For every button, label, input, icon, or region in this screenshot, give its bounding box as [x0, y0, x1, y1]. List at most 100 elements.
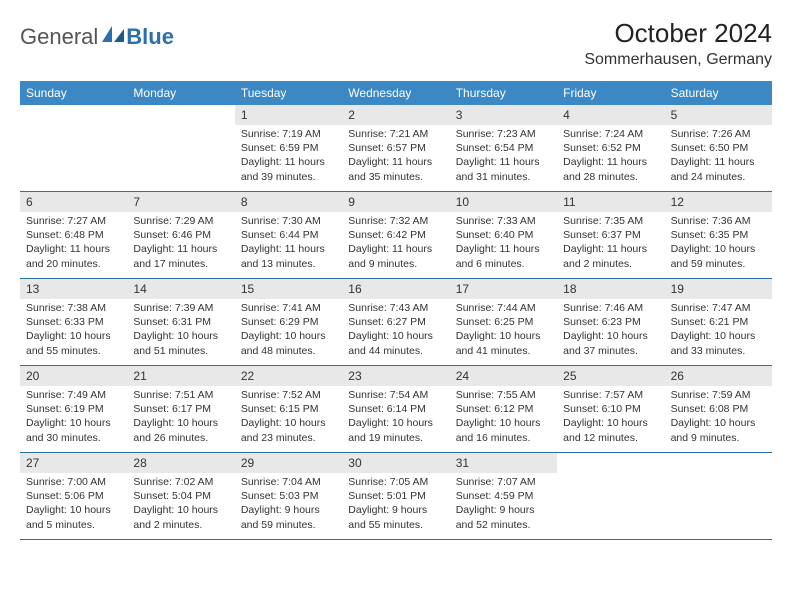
- week-row: 20Sunrise: 7:49 AMSunset: 6:19 PMDayligh…: [20, 366, 772, 453]
- week-row: 1Sunrise: 7:19 AMSunset: 6:59 PMDaylight…: [20, 105, 772, 192]
- title-block: October 2024 Sommerhausen, Germany: [584, 18, 772, 69]
- day-details: Sunrise: 7:35 AMSunset: 6:37 PMDaylight:…: [557, 212, 664, 275]
- day-cell: 12Sunrise: 7:36 AMSunset: 6:35 PMDayligh…: [665, 192, 772, 278]
- day-details: Sunrise: 7:46 AMSunset: 6:23 PMDaylight:…: [557, 299, 664, 362]
- day-cell: 2Sunrise: 7:21 AMSunset: 6:57 PMDaylight…: [342, 105, 449, 191]
- day-details: Sunrise: 7:44 AMSunset: 6:25 PMDaylight:…: [450, 299, 557, 362]
- month-title: October 2024: [584, 18, 772, 49]
- calendar: Sunday Monday Tuesday Wednesday Thursday…: [20, 81, 772, 540]
- day-cell: 9Sunrise: 7:32 AMSunset: 6:42 PMDaylight…: [342, 192, 449, 278]
- day-cell: 15Sunrise: 7:41 AMSunset: 6:29 PMDayligh…: [235, 279, 342, 365]
- day-cell: 7Sunrise: 7:29 AMSunset: 6:46 PMDaylight…: [127, 192, 234, 278]
- day-cell: 13Sunrise: 7:38 AMSunset: 6:33 PMDayligh…: [20, 279, 127, 365]
- day-details: Sunrise: 7:27 AMSunset: 6:48 PMDaylight:…: [20, 212, 127, 275]
- day-details: Sunrise: 7:52 AMSunset: 6:15 PMDaylight:…: [235, 386, 342, 449]
- day-cell: 22Sunrise: 7:52 AMSunset: 6:15 PMDayligh…: [235, 366, 342, 452]
- day-number: 19: [665, 279, 772, 299]
- day-number: 7: [127, 192, 234, 212]
- day-number: 25: [557, 366, 664, 386]
- day-cell: 30Sunrise: 7:05 AMSunset: 5:01 PMDayligh…: [342, 453, 449, 539]
- day-details: Sunrise: 7:24 AMSunset: 6:52 PMDaylight:…: [557, 125, 664, 188]
- week-row: 13Sunrise: 7:38 AMSunset: 6:33 PMDayligh…: [20, 279, 772, 366]
- weeks-container: 1Sunrise: 7:19 AMSunset: 6:59 PMDaylight…: [20, 105, 772, 540]
- day-number: 17: [450, 279, 557, 299]
- day-details: Sunrise: 7:23 AMSunset: 6:54 PMDaylight:…: [450, 125, 557, 188]
- day-number: 2: [342, 105, 449, 125]
- day-details: Sunrise: 7:36 AMSunset: 6:35 PMDaylight:…: [665, 212, 772, 275]
- day-details: Sunrise: 7:33 AMSunset: 6:40 PMDaylight:…: [450, 212, 557, 275]
- day-cell: 26Sunrise: 7:59 AMSunset: 6:08 PMDayligh…: [665, 366, 772, 452]
- day-cell: 31Sunrise: 7:07 AMSunset: 4:59 PMDayligh…: [450, 453, 557, 539]
- header: General Blue October 2024 Sommerhausen, …: [20, 18, 772, 69]
- day-cell: 6Sunrise: 7:27 AMSunset: 6:48 PMDaylight…: [20, 192, 127, 278]
- day-details: Sunrise: 7:02 AMSunset: 5:04 PMDaylight:…: [127, 473, 234, 536]
- day-number: 15: [235, 279, 342, 299]
- day-details: Sunrise: 7:43 AMSunset: 6:27 PMDaylight:…: [342, 299, 449, 362]
- day-number: 24: [450, 366, 557, 386]
- day-number: 26: [665, 366, 772, 386]
- location-label: Sommerhausen, Germany: [584, 51, 772, 69]
- day-details: Sunrise: 7:41 AMSunset: 6:29 PMDaylight:…: [235, 299, 342, 362]
- day-cell: 5Sunrise: 7:26 AMSunset: 6:50 PMDaylight…: [665, 105, 772, 191]
- day-details: Sunrise: 7:49 AMSunset: 6:19 PMDaylight:…: [20, 386, 127, 449]
- day-details: Sunrise: 7:19 AMSunset: 6:59 PMDaylight:…: [235, 125, 342, 188]
- dow-tuesday: Tuesday: [235, 81, 342, 105]
- dow-monday: Monday: [127, 81, 234, 105]
- dow-sunday: Sunday: [20, 81, 127, 105]
- logo-sail-icon: [102, 26, 124, 49]
- day-number: 6: [20, 192, 127, 212]
- day-number: 21: [127, 366, 234, 386]
- day-details: Sunrise: 7:30 AMSunset: 6:44 PMDaylight:…: [235, 212, 342, 275]
- day-details: Sunrise: 7:55 AMSunset: 6:12 PMDaylight:…: [450, 386, 557, 449]
- day-number: 23: [342, 366, 449, 386]
- day-cell: 8Sunrise: 7:30 AMSunset: 6:44 PMDaylight…: [235, 192, 342, 278]
- day-details: Sunrise: 7:39 AMSunset: 6:31 PMDaylight:…: [127, 299, 234, 362]
- dow-friday: Friday: [557, 81, 664, 105]
- day-cell: 16Sunrise: 7:43 AMSunset: 6:27 PMDayligh…: [342, 279, 449, 365]
- day-number: 29: [235, 453, 342, 473]
- day-number: 4: [557, 105, 664, 125]
- day-details: Sunrise: 7:47 AMSunset: 6:21 PMDaylight:…: [665, 299, 772, 362]
- day-number-empty: [665, 453, 772, 473]
- day-cell: 23Sunrise: 7:54 AMSunset: 6:14 PMDayligh…: [342, 366, 449, 452]
- day-number: 16: [342, 279, 449, 299]
- day-number: 14: [127, 279, 234, 299]
- dow-thursday: Thursday: [450, 81, 557, 105]
- day-number: 20: [20, 366, 127, 386]
- day-cell: 4Sunrise: 7:24 AMSunset: 6:52 PMDaylight…: [557, 105, 664, 191]
- day-cell: 17Sunrise: 7:44 AMSunset: 6:25 PMDayligh…: [450, 279, 557, 365]
- day-cell: 11Sunrise: 7:35 AMSunset: 6:37 PMDayligh…: [557, 192, 664, 278]
- day-details: Sunrise: 7:54 AMSunset: 6:14 PMDaylight:…: [342, 386, 449, 449]
- day-cell: 29Sunrise: 7:04 AMSunset: 5:03 PMDayligh…: [235, 453, 342, 539]
- logo: General Blue: [20, 24, 174, 50]
- day-cell: 25Sunrise: 7:57 AMSunset: 6:10 PMDayligh…: [557, 366, 664, 452]
- day-number-empty: [127, 105, 234, 125]
- day-cell: [557, 453, 664, 539]
- day-number: 12: [665, 192, 772, 212]
- week-row: 27Sunrise: 7:00 AMSunset: 5:06 PMDayligh…: [20, 453, 772, 540]
- day-number: 11: [557, 192, 664, 212]
- day-cell: [665, 453, 772, 539]
- day-cell: 3Sunrise: 7:23 AMSunset: 6:54 PMDaylight…: [450, 105, 557, 191]
- day-cell: 1Sunrise: 7:19 AMSunset: 6:59 PMDaylight…: [235, 105, 342, 191]
- day-cell: 28Sunrise: 7:02 AMSunset: 5:04 PMDayligh…: [127, 453, 234, 539]
- day-details: Sunrise: 7:04 AMSunset: 5:03 PMDaylight:…: [235, 473, 342, 536]
- day-number: 9: [342, 192, 449, 212]
- day-cell: 20Sunrise: 7:49 AMSunset: 6:19 PMDayligh…: [20, 366, 127, 452]
- week-row: 6Sunrise: 7:27 AMSunset: 6:48 PMDaylight…: [20, 192, 772, 279]
- day-number: 13: [20, 279, 127, 299]
- day-details: Sunrise: 7:21 AMSunset: 6:57 PMDaylight:…: [342, 125, 449, 188]
- day-details: Sunrise: 7:59 AMSunset: 6:08 PMDaylight:…: [665, 386, 772, 449]
- logo-text-general: General: [20, 24, 98, 50]
- day-details: Sunrise: 7:26 AMSunset: 6:50 PMDaylight:…: [665, 125, 772, 188]
- day-details: Sunrise: 7:51 AMSunset: 6:17 PMDaylight:…: [127, 386, 234, 449]
- day-cell: 18Sunrise: 7:46 AMSunset: 6:23 PMDayligh…: [557, 279, 664, 365]
- dow-saturday: Saturday: [665, 81, 772, 105]
- day-number-empty: [557, 453, 664, 473]
- day-of-week-header: Sunday Monday Tuesday Wednesday Thursday…: [20, 81, 772, 105]
- day-cell: 14Sunrise: 7:39 AMSunset: 6:31 PMDayligh…: [127, 279, 234, 365]
- day-details: Sunrise: 7:57 AMSunset: 6:10 PMDaylight:…: [557, 386, 664, 449]
- day-cell: 24Sunrise: 7:55 AMSunset: 6:12 PMDayligh…: [450, 366, 557, 452]
- day-cell: 10Sunrise: 7:33 AMSunset: 6:40 PMDayligh…: [450, 192, 557, 278]
- day-number: 27: [20, 453, 127, 473]
